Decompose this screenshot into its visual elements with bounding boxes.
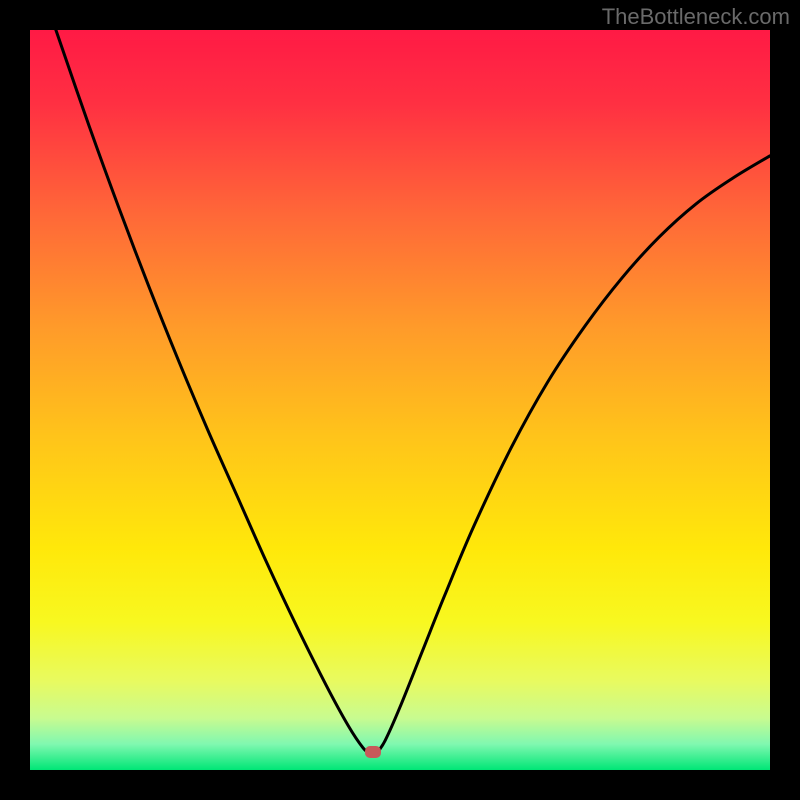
chart-container: TheBottleneck.com <box>0 0 800 800</box>
curve-path <box>56 30 770 754</box>
bottleneck-curve <box>30 30 770 770</box>
plot-area <box>30 30 770 770</box>
optimum-marker <box>365 746 381 758</box>
watermark-text: TheBottleneck.com <box>602 4 790 30</box>
